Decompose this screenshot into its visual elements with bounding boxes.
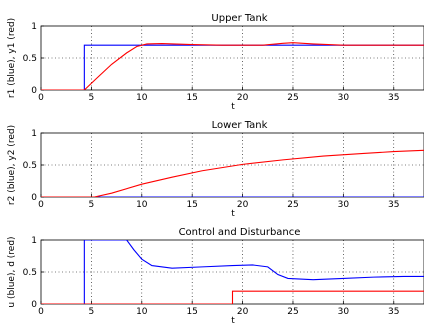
x-tick-label: 0 [38,307,44,317]
y-tick-label: 0 [31,300,37,310]
x-tick-label: 35 [388,200,399,210]
subplot-title: Control and Disturbance [179,227,301,238]
x-tick-label: 25 [287,307,298,317]
x-tick-label: 10 [136,93,148,103]
subplot-2: 0 5 10 15 20 25 30 35 0 0.5 1 Lower Tank t r2 (blue),… [7,120,424,219]
x-tick-label: 30 [338,200,350,210]
x-tick-label: 5 [89,200,95,210]
x-tick-label: 0 [38,93,44,103]
x-tick-label: 30 [338,307,350,317]
x-tick-label: 15 [186,93,197,103]
y-tick-label: 1 [31,129,37,139]
y-tick-label: 0 [31,86,37,96]
x-tick-label: 30 [338,93,350,103]
x-tick-label: 15 [186,307,197,317]
x-tick-label: 20 [237,307,249,317]
subplot-1: 0 5 10 15 20 25 30 35 0 0.5 1 Upper Tank t r1 (blue),… [7,13,424,112]
x-tick-label: 10 [136,307,148,317]
x-tick-label: 25 [287,93,298,103]
y-tick-label: 0 [31,193,37,203]
y-tick-label: 1 [31,236,37,246]
x-axis-label: t [231,316,235,326]
y-axis-label: r2 (blue), y2 (red) [7,125,17,205]
x-tick-label: 25 [287,200,298,210]
x-axis-label: t [231,102,235,112]
y-axis-label: u (blue), d (red) [7,236,17,307]
subplot-3: 0 5 10 15 20 25 30 35 0 0.5 1 Control and Disturban… [7,227,424,326]
subplot-title: Upper Tank [211,13,267,24]
x-tick-label: 15 [186,200,197,210]
y-tick-label: 1 [31,22,37,32]
y-tick-label: 0.5 [23,161,37,171]
series-line-2 [41,42,424,90]
y-tick-label: 0.5 [23,54,37,64]
x-tick-label: 5 [89,93,95,103]
series-line-2 [41,290,424,304]
series-line-1 [41,240,424,304]
x-tick-label: 5 [89,307,95,317]
x-tick-label: 20 [237,200,249,210]
x-tick-label: 20 [237,93,249,103]
series-line-2 [41,149,424,197]
x-tick-label: 10 [136,200,148,210]
x-axis-label: t [231,209,235,219]
x-tick-label: 0 [38,200,44,210]
x-tick-label: 35 [388,307,399,317]
x-tick-label: 35 [388,93,399,103]
y-axis-label: r1 (blue), y1 (red) [7,18,17,98]
y-tick-label: 0.5 [23,268,37,278]
subplot-title: Lower Tank [212,120,268,131]
